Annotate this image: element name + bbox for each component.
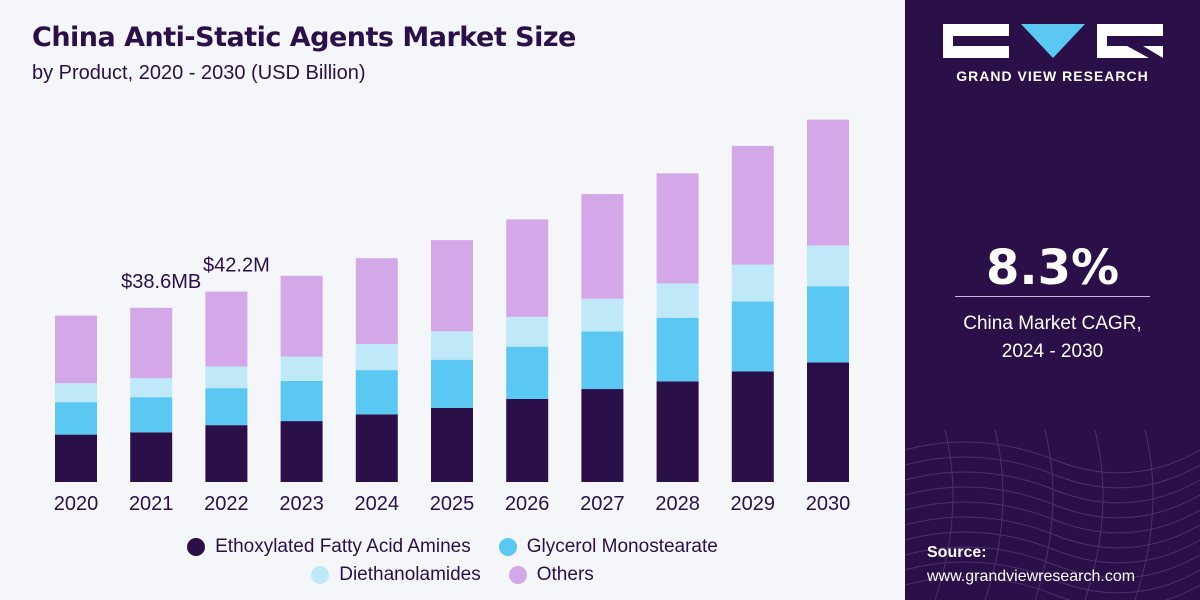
legend-swatch-glycerol [498,538,517,556]
bar-segment-2030-2 [807,245,849,287]
legend-item-others: Others [508,564,594,586]
cagr-label: China Market CAGR, 2024 - 2030 [905,310,1200,366]
bar-segment-2024-2 [355,343,398,371]
chart-title: China Anti-Static Agents Market Size [32,22,576,53]
cagr-label-line-2: 2024 - 2030 [1001,341,1104,362]
x-tick-label: 2030 [806,493,851,515]
bar-segment-2029-3 [731,145,774,265]
bar-segment-2020-2 [55,383,97,403]
chart-panel: China Anti-Static Agents Market Size by … [0,22,905,586]
bar-segment-2026-1 [506,346,549,399]
bar-segment-2026-2 [506,316,549,347]
legend-label-glycerol: Glycerol Monostearate [526,536,718,557]
bar-segment-2030-1 [807,286,849,363]
bar-segment-2025-1 [431,359,473,408]
bar-segment-2023-1 [280,380,323,422]
x-tick-label: 2023 [279,493,324,515]
bar-segment-2025-2 [431,331,473,360]
bar-segment-2022-0 [205,425,248,482]
data-label-2022: $42.2M [203,255,270,277]
bar-segment-2022-1 [205,388,248,426]
bar-segment-2029-0 [731,371,774,482]
cagr-divider [955,296,1150,297]
bar-segment-2027-3 [581,194,624,299]
bar-segment-2029-1 [731,301,774,372]
legend-item-diethanolamides: Diethanolamides [311,564,481,586]
bar-segment-2021-3 [130,307,173,379]
legend-swatch-diethanolamides [311,566,330,584]
bar-segment-2028-3 [656,173,699,284]
x-tick-label: 2025 [430,493,475,515]
legend-row-2: Diethanolamides Others [0,564,905,586]
bar-segment-2029-2 [731,264,774,302]
x-tick-label: 2021 [129,493,174,515]
bar-segment-2021-1 [130,397,173,433]
cagr-label-line-1: China Market CAGR, [963,313,1142,334]
legend-swatch-ethoxylated [187,538,206,556]
bar-segment-2020-1 [55,402,97,435]
x-tick-label: 2024 [355,493,400,515]
bar-segment-2022-2 [205,366,248,389]
bar-segment-2021-2 [130,378,173,398]
legend-item-ethoxylated: Ethoxylated Fatty Acid Amines [187,536,471,558]
data-label-2021: $38.6MB [121,271,201,293]
bar-segment-2027-0 [581,389,624,482]
legend-swatch-others [508,566,527,584]
chart-subtitle: by Product, 2020 - 2030 (USD Billion) [32,62,366,84]
bar-segment-2030-3 [807,119,849,246]
bar-segment-2022-3 [205,291,248,367]
bar-segment-2020-0 [55,434,97,482]
bar-segment-2025-3 [431,240,473,332]
bar-segment-2024-0 [355,414,398,482]
bar-segment-2027-1 [581,331,624,390]
source-url[interactable]: www.grandviewresearch.com [927,568,1136,585]
source-label: Source: [927,544,987,561]
legend-item-glycerol: Glycerol Monostearate [498,536,718,558]
bar-segment-2026-3 [506,219,549,317]
bar-segment-2023-3 [280,275,323,357]
bar-segment-2027-2 [581,298,624,332]
legend-row-1: Ethoxylated Fatty Acid Amines Glycerol M… [0,536,905,558]
legend-label-others: Others [536,564,594,585]
x-tick-label: 2029 [731,493,776,515]
bar-segment-2023-0 [280,421,323,482]
bar-segment-2021-0 [130,432,173,482]
cagr-value: 8.3% [985,240,1120,296]
bar-segment-2023-2 [280,356,323,381]
side-panel: GRAND VIEW RESEARCH 8.3% China Market CA… [905,0,1200,600]
bar-segment-2028-2 [656,283,699,318]
legend-label-ethoxylated: Ethoxylated Fatty Acid Amines [215,536,471,557]
wave-pattern-decoration [905,430,1200,600]
bar-segment-2020-3 [55,315,97,384]
bar-segment-2026-0 [506,398,549,482]
x-tick-label: 2020 [54,493,99,515]
bar-segment-2024-3 [355,258,398,344]
gvr-logo [943,24,1163,58]
bar-segment-2024-1 [355,370,398,415]
brand-name: GRAND VIEW RESEARCH [956,68,1149,84]
x-tick-label: 2022 [204,493,249,515]
bar-segment-2028-0 [656,381,699,482]
bar-segment-2030-0 [807,362,849,482]
legend-label-diethanolamides: Diethanolamides [339,564,481,585]
bar-segment-2025-0 [431,408,473,482]
x-tick-label: 2028 [655,493,700,515]
stacked-bar-chart: 2020 2021 2022 2023 2024 2025 2026 2027 2028 2029… [54,119,851,515]
x-tick-label: 2027 [580,493,625,515]
x-tick-label: 2026 [505,493,550,515]
bar-segment-2028-1 [656,317,699,382]
